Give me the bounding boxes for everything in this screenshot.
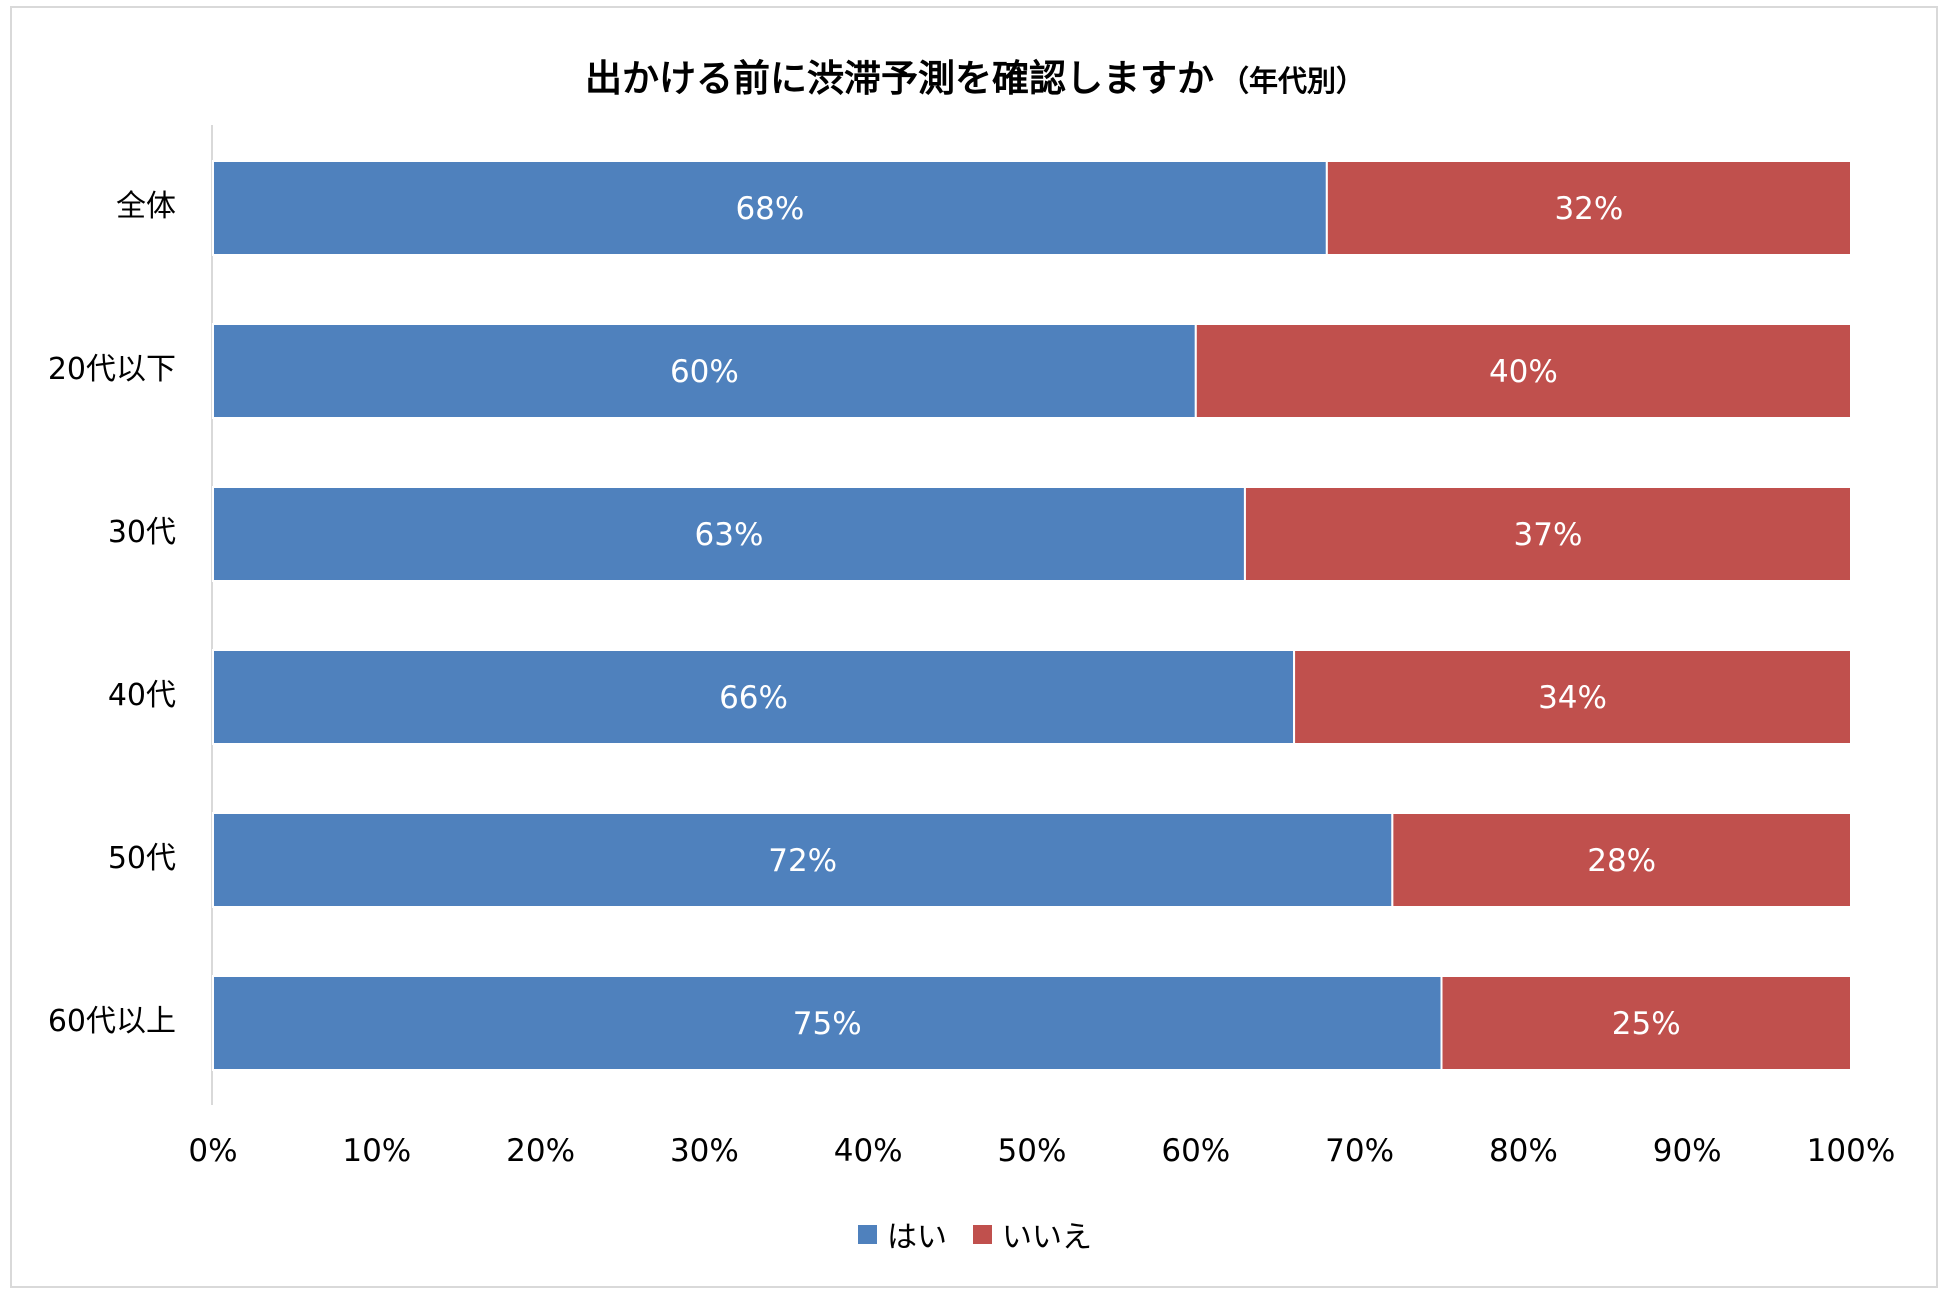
x-tick-label-9: 90% <box>1653 1133 1722 1169</box>
x-tick-label-2: 20% <box>506 1133 575 1169</box>
x-tick-label-6: 60% <box>1161 1133 1230 1169</box>
x-tick-label-1: 10% <box>342 1133 411 1169</box>
bar-yes-1 <box>212 323 1197 419</box>
bar-no-0 <box>1325 160 1852 256</box>
category-label-1: 20代以下 <box>48 352 176 387</box>
data-label-no-4: 28% <box>1587 843 1656 879</box>
x-tick-label-4: 40% <box>834 1133 903 1169</box>
chart-title-block: 出かける前に渋滞予測を確認しますか （年代別） <box>0 48 1950 102</box>
legend-item-yes: はい <box>858 1212 947 1256</box>
category-label-3: 40代 <box>108 678 176 713</box>
data-label-yes-1: 60% <box>670 354 739 390</box>
category-label-4: 50代 <box>108 841 176 876</box>
bar-yes-5 <box>212 975 1443 1071</box>
x-tick-label-7: 70% <box>1325 1133 1394 1169</box>
bar-yes-2 <box>212 486 1246 582</box>
data-label-no-0: 32% <box>1554 191 1623 227</box>
data-label-yes-4: 72% <box>768 843 837 879</box>
data-label-no-2: 37% <box>1514 517 1583 553</box>
x-tick-label-10: 100% <box>1807 1133 1896 1169</box>
data-label-no-5: 25% <box>1612 1006 1681 1042</box>
data-label-no-3: 34% <box>1538 680 1607 716</box>
x-tick-label-3: 30% <box>670 1133 739 1169</box>
chart-subtitle: （年代別） <box>1219 64 1365 98</box>
bar-no-5 <box>1440 975 1852 1071</box>
data-label-yes-0: 68% <box>735 191 804 227</box>
bar-no-1 <box>1194 323 1853 419</box>
bar-no-3 <box>1293 649 1852 745</box>
x-tick-label-8: 80% <box>1489 1133 1558 1169</box>
category-label-0: 全体 <box>116 189 176 224</box>
data-label-yes-3: 66% <box>719 680 788 716</box>
legend-item-no: いいえ <box>973 1212 1092 1256</box>
data-label-yes-2: 63% <box>695 517 764 553</box>
category-label-5: 60代以上 <box>48 1004 176 1039</box>
x-tick-label-5: 50% <box>998 1133 1067 1169</box>
bar-yes-0 <box>212 160 1328 256</box>
chart-title: 出かける前に渋滞予測を確認しますか <box>584 57 1214 100</box>
legend-label-yes: はい <box>887 1220 947 1255</box>
data-label-yes-5: 75% <box>793 1006 862 1042</box>
category-label-2: 30代 <box>108 515 176 550</box>
bar-no-2 <box>1243 486 1852 582</box>
x-tick-label-0: 0% <box>188 1133 237 1169</box>
legend-swatch-no <box>973 1224 992 1244</box>
bar-no-4 <box>1391 812 1852 908</box>
data-label-no-1: 40% <box>1489 354 1558 390</box>
legend-label-no: いいえ <box>1002 1220 1092 1255</box>
legend-swatch-yes <box>858 1224 877 1244</box>
legend: はい いいえ <box>0 1212 1950 1256</box>
